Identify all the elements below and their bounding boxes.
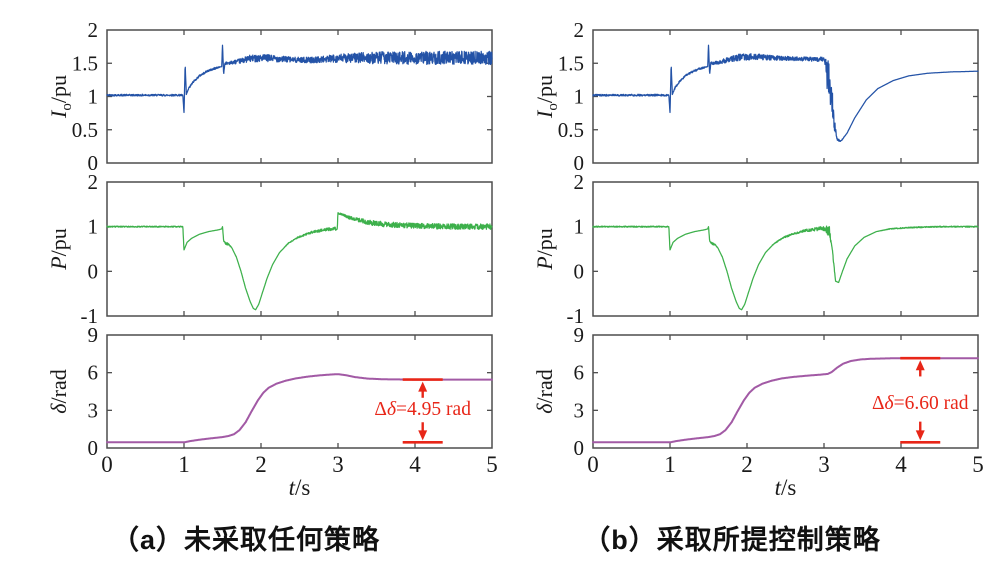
y-tick-label: 1 [574,85,585,109]
x-tick-label: 0 [587,452,599,477]
x-tick-label: 4 [409,452,421,477]
delta-annotation: Δδ=4.95 rad [374,378,471,444]
x-tick-label: 5 [972,452,984,477]
y-tick-label: -1 [567,304,585,324]
output-current-trace [106,44,493,114]
x-axis-label: t/s [289,475,311,500]
y-tick-label: 1.5 [72,51,98,75]
active-power-trace [592,225,979,311]
y-axis-label: δ/rad [532,369,557,413]
x-tick-label: 0 [101,452,113,477]
y-tick-label: 0 [574,151,585,175]
y-tick-label: 0.5 [558,118,584,142]
upper-arrowhead-icon [418,381,428,392]
y-tick-label: 0 [574,259,585,283]
y-tick-label: 2 [88,172,99,194]
axis-box [592,29,979,164]
x-tick-label: 2 [255,452,267,477]
active-power-trace [106,212,493,311]
axis-box [592,334,979,449]
delta-annotation: Δδ=6.60 rad [872,356,969,444]
y-axis-label: Io/pu [46,75,75,119]
x-tick-label: 4 [895,452,907,477]
y-tick-label: 6 [88,361,99,385]
y-tick-label: 0 [574,436,585,460]
panel-current-a: 0 0.5 1 1.5 2 Io/pu [46,18,493,175]
y-tick-label: 3 [574,398,585,422]
x-axis-label: t/s [775,475,797,500]
y-tick-label: 2 [574,172,585,194]
panel-current-b: 0 0.5 1 1.5 2 Io/pu [532,18,979,175]
axis-box [106,29,493,164]
x-tick-label: 3 [332,452,344,477]
x-tick-label: 3 [818,452,830,477]
panel-power-b: -1 0 1 2 P/pu [532,172,979,324]
panel-power-a: -1 0 1 2 P/pu [46,172,493,324]
y-tick-label: 1 [88,85,99,109]
axis-box [106,181,493,317]
delta-annotation-label: Δδ=4.95 rad [374,399,471,420]
y-tick-label: 0 [88,259,99,283]
lower-arrowhead-icon [418,430,428,441]
caption-a: （a）未采取任何策略 [111,525,381,555]
y-tick-label: 3 [88,398,99,422]
upper-arrowhead-icon [915,360,925,371]
y-tick-label: 2 [574,18,585,42]
axis-box [592,181,979,317]
y-tick-label: 1 [88,215,99,239]
x-tick-label: 2 [741,452,753,477]
y-tick-label: 0 [88,151,99,175]
delta-annotation-label: Δδ=6.60 rad [872,393,969,414]
panel-angle-b: 0 3 6 9 δ/rad 0 1 2 3 4 5 t/s Δδ=6.60 rad [532,325,984,500]
x-tick-label: 5 [486,452,498,477]
y-axis-label: P/pu [46,228,71,271]
y-tick-label: 1 [574,215,585,239]
x-tick-label: 1 [178,452,190,477]
y-axis-label: δ/rad [46,369,71,413]
lower-arrowhead-icon [915,430,925,441]
y-tick-label: 1.5 [558,51,584,75]
y-axis-label: Io/pu [532,75,561,119]
axis-box [106,334,493,449]
y-tick-label: 0 [88,436,99,460]
y-tick-label: 9 [88,325,99,347]
y-tick-label: 2 [88,18,99,42]
x-tick-label: 1 [664,452,676,477]
y-tick-label: 6 [574,361,585,385]
output-current-trace [592,44,979,143]
caption-b: （b）采取所提控制策略 [583,525,881,555]
panel-angle-a: 0 3 6 9 δ/rad 0 1 2 3 4 5 t/s Δδ=4.95 rad [46,325,498,500]
y-tick-label: 9 [574,325,585,347]
y-tick-label: -1 [81,304,99,324]
y-axis-label: P/pu [532,228,557,271]
y-tick-label: 0.5 [72,118,98,142]
